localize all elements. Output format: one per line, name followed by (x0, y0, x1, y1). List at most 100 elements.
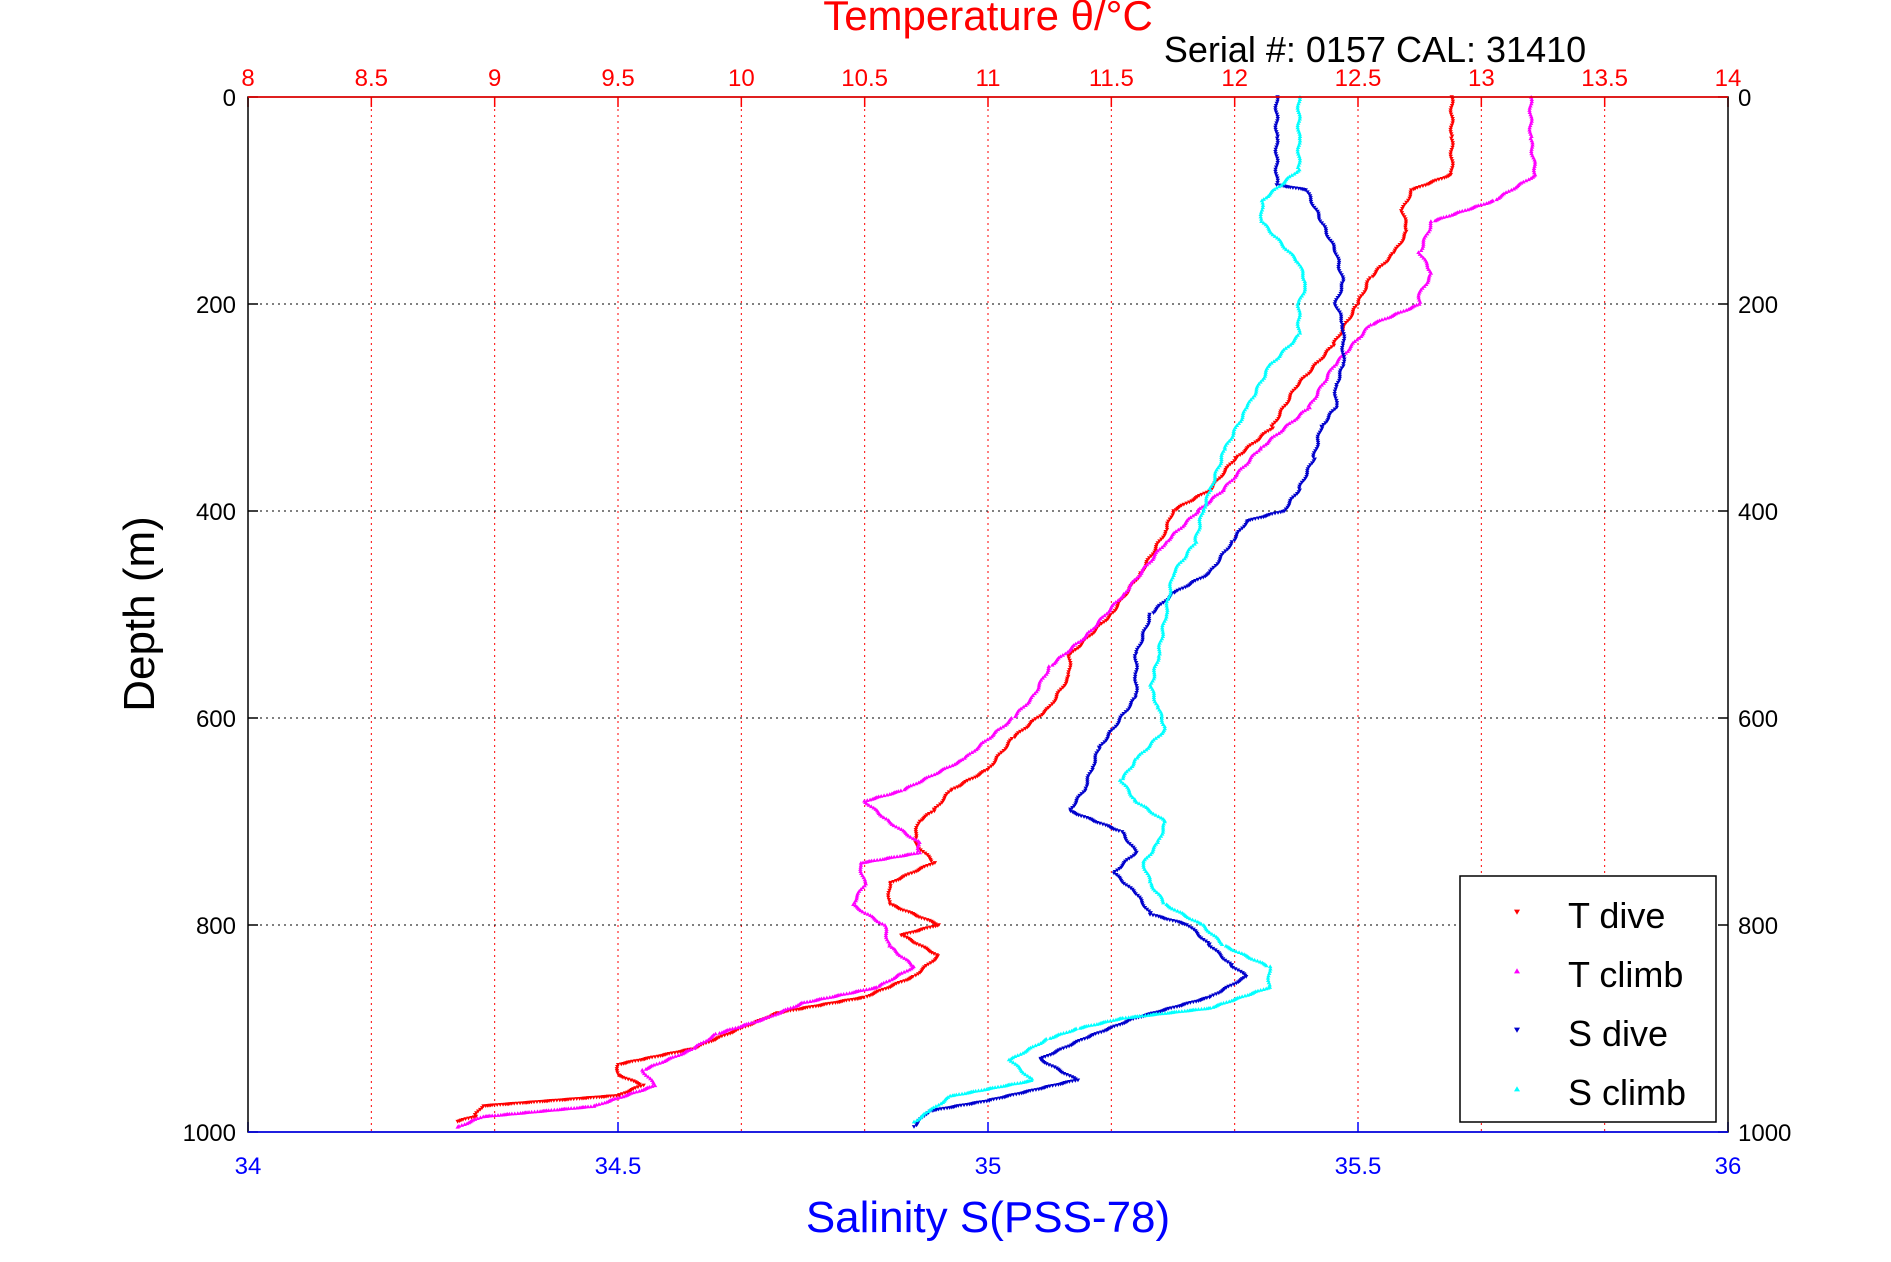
data-point (1088, 628, 1094, 632)
data-point (1249, 956, 1255, 961)
data-point (1339, 325, 1345, 329)
data-point (1402, 231, 1408, 236)
data-point (1287, 421, 1292, 425)
data-point (1260, 377, 1265, 382)
data-point (1335, 336, 1340, 340)
data-point (1148, 852, 1153, 857)
data-point (1186, 924, 1192, 929)
data-point (1398, 309, 1403, 314)
data-point (1338, 314, 1344, 319)
data-point (1258, 987, 1263, 992)
data-point (1093, 757, 1098, 762)
data-point (883, 931, 889, 936)
data-point (1278, 429, 1284, 434)
data-point (719, 1030, 725, 1035)
data-point (894, 824, 899, 829)
y-axis-title: Depth (m) (115, 516, 164, 712)
data-point (894, 879, 899, 883)
data-point (1219, 489, 1224, 494)
data-point (1235, 968, 1241, 973)
data-point (1273, 165, 1279, 170)
data-point (1040, 675, 1045, 680)
data-point (1015, 1053, 1020, 1057)
data-point (1286, 400, 1291, 404)
data-point (1340, 275, 1345, 280)
data-point (1089, 632, 1095, 637)
data-point (881, 793, 887, 798)
data-point (1201, 506, 1206, 511)
data-point (1126, 767, 1131, 772)
data-point (1099, 621, 1104, 626)
data-point (1529, 116, 1535, 121)
data-point (1329, 366, 1335, 370)
data-point (1146, 1013, 1151, 1017)
data-point (880, 857, 886, 861)
data-point (788, 1005, 793, 1010)
data-point (1271, 434, 1277, 438)
data-point (1253, 440, 1258, 445)
data-point (1450, 97, 1455, 102)
data-point (1208, 488, 1213, 493)
data-point (1076, 1038, 1082, 1043)
data-point (698, 1041, 703, 1045)
data-point (1302, 408, 1307, 413)
data-point (1214, 492, 1220, 497)
data-point (1530, 142, 1535, 147)
data-point (1082, 1037, 1087, 1041)
data-point (956, 1092, 962, 1096)
data-point (1350, 313, 1355, 318)
data-point (952, 786, 958, 791)
data-point (701, 1040, 706, 1044)
data-point (981, 1099, 987, 1104)
data-point (1421, 239, 1426, 244)
data-point (1085, 778, 1090, 783)
data-point (1065, 650, 1070, 654)
data-point (1448, 108, 1453, 113)
data-point (1450, 166, 1455, 170)
data-point (1311, 459, 1316, 464)
data-point (1283, 346, 1288, 350)
data-point (1177, 587, 1183, 592)
data-point (930, 959, 936, 964)
data-point (1408, 190, 1413, 195)
data-point (1297, 308, 1302, 313)
data-point (1164, 523, 1170, 528)
data-point (1309, 201, 1314, 206)
data-point (916, 1117, 922, 1121)
data-point (970, 776, 975, 781)
data-point (1341, 364, 1346, 369)
data-point (537, 1100, 543, 1104)
data-point (1136, 574, 1141, 579)
data-point (911, 1119, 917, 1124)
data-point (1318, 358, 1323, 363)
series-s-climb (911, 95, 1308, 1124)
data-point (1134, 755, 1140, 760)
data-point (1421, 237, 1426, 242)
depth-tick-label-right: 800 (1738, 913, 1778, 940)
data-point (887, 792, 892, 796)
data-point (1337, 334, 1342, 338)
data-point (1527, 105, 1532, 110)
data-point (1399, 211, 1405, 215)
data-point (1160, 627, 1165, 632)
data-point (1038, 714, 1043, 719)
data-point (1235, 454, 1240, 459)
data-point (1132, 578, 1137, 582)
data-point (1258, 379, 1263, 384)
data-point (1319, 382, 1324, 387)
data-point (1304, 373, 1310, 378)
data-point (1311, 453, 1316, 458)
data-point (1291, 388, 1296, 393)
data-point (1297, 313, 1303, 317)
data-point (1417, 302, 1422, 306)
data-point (1275, 117, 1280, 121)
data-point (1184, 551, 1190, 555)
data-point (1331, 343, 1337, 348)
data-point (1448, 152, 1453, 157)
data-point (1167, 517, 1173, 522)
data-point (1449, 168, 1454, 173)
data-point (804, 999, 810, 1004)
temperature-tick-label: 11 (976, 65, 1001, 92)
data-point (688, 1047, 694, 1051)
data-point (1159, 545, 1165, 549)
